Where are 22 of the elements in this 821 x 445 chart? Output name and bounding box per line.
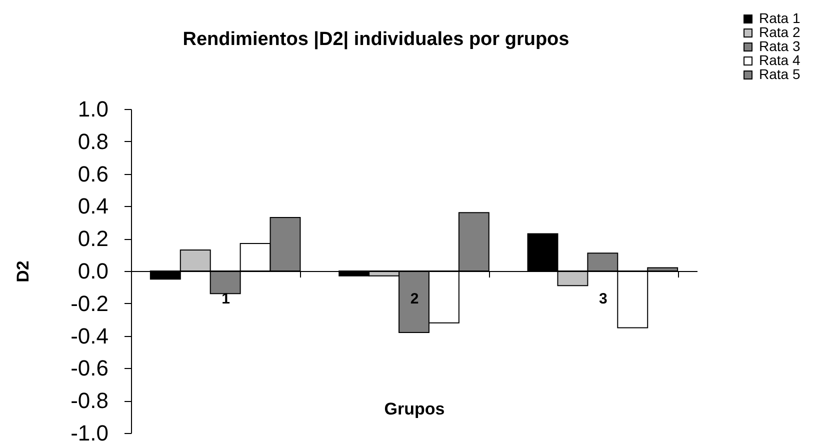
y-tick-label: -0.2 [70,290,108,316]
legend-label: Rata 2 [759,24,800,40]
y-tick-label: 0.2 [78,226,108,252]
x-tick-label: 2 [410,290,419,308]
y-tick-label: 0.0 [78,258,108,284]
y-tick-label: 1.0 [78,96,108,122]
y-tick-label: -0.8 [70,388,108,414]
y-tick-label: -0.6 [70,356,108,381]
legend-label: Rata 5 [759,66,800,82]
y-tick-label: -0.4 [70,323,108,348]
y-tick-label: -1.0 [70,420,108,445]
legend-label: Rata 3 [759,38,800,54]
chart-title: Rendimientos |D2| individuales por grupos [182,29,570,50]
x-tick-label: 1 [222,290,230,308]
x-axis-title: Grupos [384,400,445,418]
y-tick-label: 0.6 [78,161,108,186]
legend-label: Rata 1 [759,10,800,26]
y-tick-label: 0.4 [78,194,108,219]
legend-label: Rata 4 [759,52,800,68]
y-tick-label: 0.8 [78,128,108,154]
x-tick-label: 3 [598,290,608,308]
y-axis-title: D2 [14,260,33,282]
